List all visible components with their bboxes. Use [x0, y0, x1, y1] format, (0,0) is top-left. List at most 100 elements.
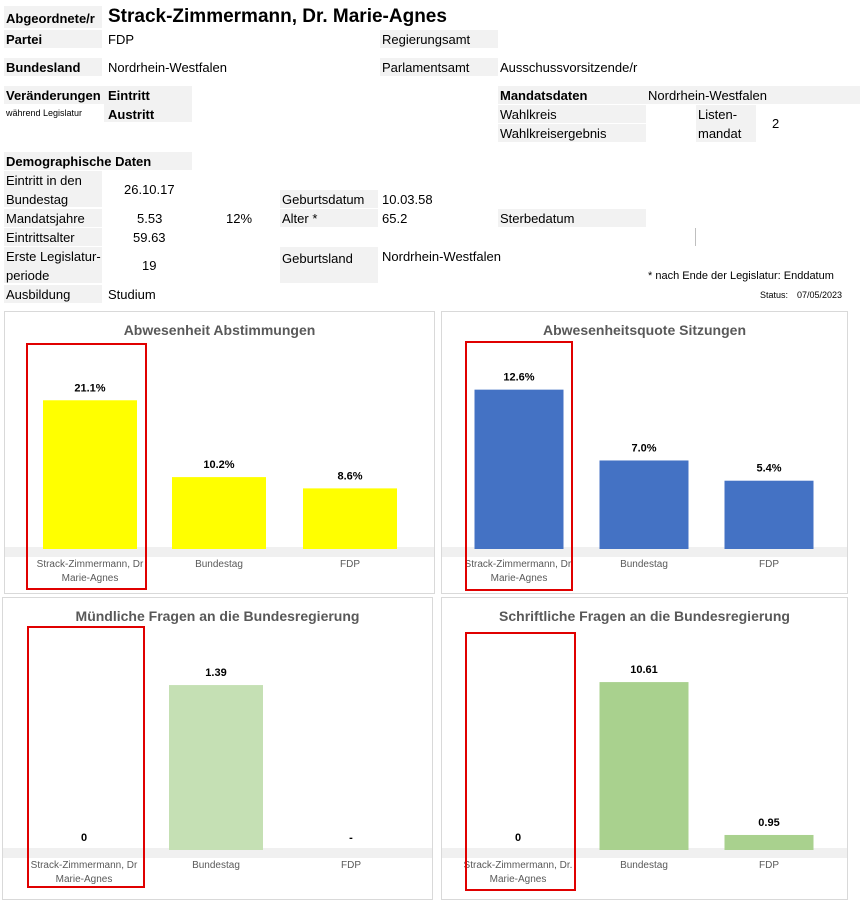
wahlkreisergebnis-cell — [498, 124, 646, 142]
parlamentsamt-label: Parlamentsamt — [382, 60, 470, 75]
veraenderungen-row-cell — [4, 86, 192, 104]
ausbildung-label: Ausbildung — [6, 287, 71, 302]
geburtsdatum-value: 10.03.58 — [382, 192, 433, 207]
mandatsjahre-label: Mandatsjahre — [6, 211, 85, 226]
data-label: 8.6% — [337, 470, 362, 482]
legislatur-label-1: Erste Legislatur- — [6, 249, 101, 264]
regierungsamt-label-cell — [380, 30, 498, 48]
chart-svg: 0 Strack-Zimmermann, Dr Marie-Agnes 1.39 Bun… — [3, 667, 432, 885]
data-label: 0 — [515, 832, 521, 844]
wahlkreis-label: Wahlkreis — [500, 107, 557, 122]
category-label: Bundestag — [620, 559, 668, 570]
austritt-label: Austritt — [108, 107, 155, 122]
data-label: 10.61 — [630, 664, 658, 676]
veraenderungen-sub: während Legislatur — [6, 108, 83, 118]
category-label: Bundestag — [620, 860, 668, 871]
data-label: 21.1% — [74, 382, 105, 394]
chart-title: Mündliche Fragen an die Bundesregierung — [75, 608, 360, 624]
eintritt-bundestag-label-1: Eintritt in den — [6, 173, 82, 188]
geburtsland-value: Nordrhein-Westfalen — [382, 249, 501, 264]
data-label: 10.2% — [203, 459, 234, 471]
partei-label-cell — [4, 30, 102, 48]
bundesland-label: Bundesland — [6, 60, 81, 75]
highlight-box — [465, 341, 573, 591]
bar — [474, 389, 564, 549]
legislatur-cell — [4, 247, 102, 283]
chart-panel-schriftliche-fragen: Schriftliche Fragen an die Bundesregieru… — [441, 597, 848, 900]
eintritt-label: Eintritt — [108, 88, 150, 103]
listen-cell — [696, 105, 756, 142]
chart-panel-abwesenheitsquote-sitzungen: Abwesenheitsquote Sitzungen 12.6% Strack-… — [441, 311, 848, 594]
geburtsland-cell — [280, 247, 378, 283]
alter-value: 65.2 — [382, 211, 408, 226]
geburtsdatum-cell — [280, 190, 378, 208]
chart-title: Schriftliche Fragen an die Bundesregieru… — [499, 608, 790, 624]
alter-cell — [280, 209, 378, 227]
category-label: FDP — [341, 860, 361, 871]
category-label: Strack-Zimmermann, Dr. — [464, 860, 573, 871]
bar — [724, 480, 814, 549]
data-label: 5.4% — [756, 463, 781, 475]
bar — [43, 400, 137, 549]
highlight-box — [27, 626, 145, 888]
parlamentsamt-label-cell — [380, 58, 498, 76]
mandatsjahre-percent: 12% — [226, 211, 253, 226]
mandatsdaten-label: Mandatsdaten — [500, 88, 588, 103]
chart-floor — [3, 848, 432, 858]
chart-panel-abwesenheit-abstimmungen: Abwesenheit Abstimmungen 21.1% Strack-Zim… — [4, 311, 435, 594]
chart-floor — [442, 547, 847, 557]
chart-title: Abwesenheitsquote Sitzungen — [542, 322, 746, 338]
category-label: Marie-Agnes — [62, 573, 119, 584]
mandatsdaten-row-cell — [498, 86, 860, 104]
mandatsjahre-cell — [4, 209, 102, 227]
data-label: 1.39 — [205, 667, 226, 679]
highlight-box — [26, 343, 147, 590]
ausbildung-cell — [4, 285, 102, 303]
data-label: - — [349, 832, 353, 844]
eintritt-bundestag-value: 26.10.17 — [124, 182, 175, 197]
sterbedatum-label: Sterbedatum — [500, 211, 575, 226]
eintritt-bundestag-label-2: Bundestag — [6, 192, 69, 207]
demo-title: Demographische Daten — [6, 154, 152, 169]
category-label: Marie-Agnes — [491, 573, 548, 584]
header-label: Abgeordnete/r — [6, 11, 95, 26]
chart-svg: 21.1% Strack-Zimmermann, Dr Marie-Agnes 10.… — [5, 382, 434, 584]
partei-label: Partei — [6, 32, 43, 47]
sterbedatum-cell — [498, 209, 646, 227]
mandatsjahre-value: 5.53 — [137, 211, 163, 226]
chart-title: Abwesenheit Abstimmungen — [123, 322, 316, 338]
data-label: 7.0% — [631, 442, 656, 454]
data-label: 0 — [81, 832, 87, 844]
header-label-cell — [4, 6, 102, 28]
eintrittsalter-label: Eintrittsalter — [6, 230, 75, 245]
geburtsland-label: Geburtsland — [282, 251, 353, 266]
parlamentsamt-value: Ausschussvorsitzende/r — [500, 60, 638, 75]
listen-label-2: mandat — [698, 126, 742, 141]
category-label: FDP — [759, 860, 779, 871]
data-label: 0.95 — [758, 817, 779, 829]
austritt-cell — [104, 104, 192, 122]
category-label: Marie-Agnes — [56, 874, 113, 885]
wahlkreisergebnis-label: Wahlkreisergebnis — [500, 126, 607, 141]
category-label: Bundestag — [192, 860, 240, 871]
geburtsdatum-label: Geburtsdatum — [282, 192, 365, 207]
alter-label: Alter * — [282, 211, 318, 226]
wahlkreis-cell — [498, 105, 646, 123]
category-label: Bundestag — [195, 559, 243, 570]
bar — [303, 488, 397, 549]
bar — [599, 682, 689, 850]
bundesland-value: Nordrhein-Westfalen — [108, 60, 227, 75]
footnote: * nach Ende der Legislatur: Enddatum — [648, 270, 834, 282]
bar — [169, 685, 263, 850]
veraenderungen-label: Veränderungen — [6, 88, 101, 103]
bar — [599, 460, 689, 549]
eintrittsalter-value: 59.63 — [133, 230, 166, 245]
partei-value: FDP — [108, 32, 134, 47]
legislatur-value: 19 — [142, 258, 157, 273]
status-label: Status: — [760, 290, 789, 300]
ausbildung-value: Studium — [108, 287, 156, 302]
listen-value: 2 — [772, 116, 780, 131]
category-label: FDP — [759, 559, 779, 570]
cell-divider — [695, 228, 696, 246]
data-label: 12.6% — [503, 372, 534, 384]
